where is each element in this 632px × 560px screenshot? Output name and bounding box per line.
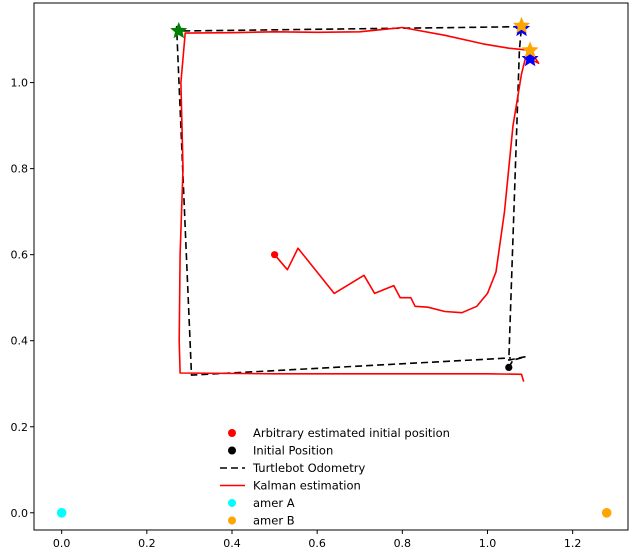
chart-series-layer — [56, 16, 612, 518]
legend: Arbitrary estimated initial position Init… — [220, 426, 450, 528]
x-tick-label: 0.0 — [53, 537, 71, 550]
star-marker-5 — [521, 41, 539, 58]
legend-swatch — [228, 446, 236, 455]
star-marker-4 — [521, 49, 539, 67]
x-tick-label: 1.0 — [479, 537, 497, 550]
star-marker-3 — [513, 16, 531, 34]
x-tick-label: 0.8 — [394, 537, 412, 550]
legend-item-kalman-estimation: Kalman estimation — [220, 479, 361, 493]
legend-swatch — [228, 429, 236, 437]
y-tick-label: 1.0 — [11, 77, 29, 90]
y-tick-label: 0.4 — [11, 335, 29, 348]
y-tick-label: 0.2 — [11, 421, 29, 434]
legend-label: Turtlebot Odometry — [252, 461, 365, 475]
legend-label: Kalman estimation — [253, 479, 361, 493]
y-tick-label: 0.0 — [11, 507, 29, 520]
legend-label: Arbitrary estimated initial position — [253, 426, 450, 440]
legend-label: Initial Position — [253, 444, 333, 458]
plot-frame — [33, 2, 629, 531]
legend-item-amer-a: amer A — [228, 496, 295, 510]
legend-swatch — [228, 516, 236, 525]
x-tick-label: 1.2 — [564, 537, 582, 550]
x-tick-label: 0.4 — [223, 537, 241, 550]
legend-swatch — [228, 499, 236, 507]
series-turtlebot-odometry — [175, 25, 527, 376]
legend-item-initial-position: Initial Position — [228, 444, 333, 458]
series-kalman-estimation — [178, 26, 540, 382]
legend-item-turtlebot-odometry: Turtlebot Odometry — [220, 461, 365, 475]
y-tick-label: 0.6 — [11, 249, 29, 262]
x-tick-label: 0.2 — [138, 537, 156, 550]
y-axis: 0.0 0.2 0.4 0.6 0.8 1.0 — [11, 77, 34, 520]
point-arbitrary-estimated-initial-position — [271, 251, 279, 259]
legend-item-arbitrary-estimated-initial-position: Arbitrary estimated initial position — [228, 426, 450, 440]
x-axis: 0.0 0.2 0.4 0.6 0.8 1.0 1.2 — [53, 530, 581, 550]
point-amer-b — [601, 508, 612, 518]
point-amer-a — [56, 508, 67, 518]
x-tick-label: 0.6 — [308, 537, 326, 550]
point-initial-position — [505, 363, 513, 371]
legend-label: amer A — [253, 496, 295, 510]
legend-item-amer-b: amer B — [228, 514, 295, 528]
star-marker-1 — [170, 22, 188, 39]
legend-label: amer B — [253, 514, 295, 528]
y-tick-label: 0.8 — [11, 163, 29, 176]
